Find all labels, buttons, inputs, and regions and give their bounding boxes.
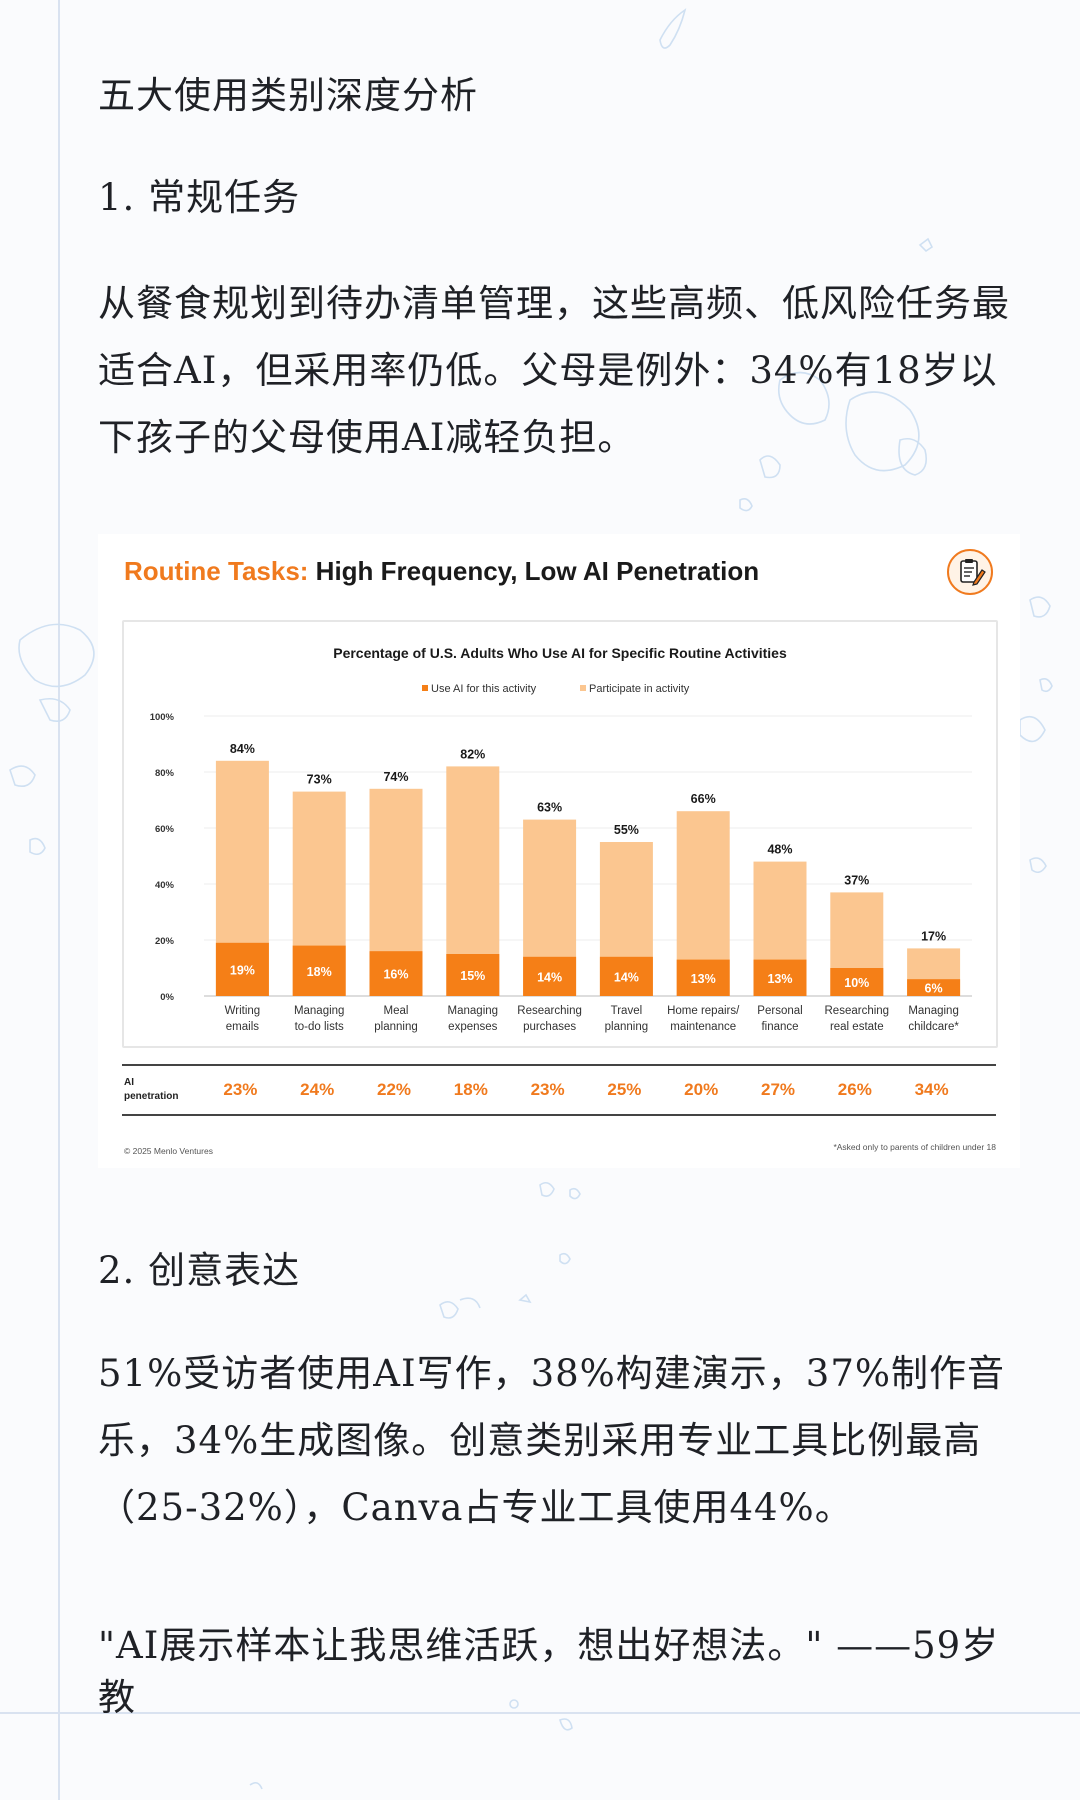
category-label: real estate [830,1021,884,1033]
category-label: Travel [611,1005,643,1017]
chart-frame: Percentage of U.S. Adults Who Use AI for… [122,620,998,1048]
data-label-participate: 82% [460,747,485,761]
data-label-use-ai: 13% [767,972,792,986]
data-label-participate: 66% [691,792,716,806]
category-label: maintenance [670,1021,736,1033]
section-title-routine-tasks: 1. 常规任务 [98,176,301,219]
category-label: planning [374,1021,417,1033]
legend-label-participate: Participate in activity [589,683,690,695]
penetration-row-label: AI penetration [124,1076,178,1104]
data-label-use-ai: 13% [691,972,716,986]
data-label-participate: 55% [614,823,639,837]
article-heading: 五大使用类别深度分析 [98,74,478,117]
category-label: planning [605,1021,648,1033]
ai-penetration-value: 27% [760,1080,796,1099]
ai-penetration-value: 24% [300,1080,335,1099]
bar-use-ai [369,951,423,996]
data-label-participate: 84% [230,742,255,756]
category-label: emails [226,1021,259,1033]
section-body-routine-tasks: 从餐食规划到待办清单管理，这些高频、低风险任务最 适合AI，但采用率仍低。父母是… [98,270,1018,471]
data-label-use-ai: 14% [614,970,639,984]
section-body-creative-expression: 51%受访者使用AI写作，38%构建演示，37%制作音 乐，34%生成图像。创意… [98,1340,1018,1541]
notebook-margin-line [58,0,60,1800]
body-line: 乐，34%生成图像。创意类别采用专业工具比例最高 [98,1419,982,1462]
legend-swatch-use-ai [422,685,428,691]
category-label: finance [761,1021,798,1033]
ai-penetration-value: 25% [607,1080,642,1099]
data-label-participate: 63% [537,801,562,815]
y-tick-label: 20% [155,936,175,947]
category-label: childcare* [908,1021,959,1033]
category-label: Personal [757,1005,802,1017]
data-label-participate: 17% [921,929,946,943]
ai-penetration-value: 18% [453,1080,488,1099]
category-label: Managing [294,1005,345,1017]
data-label-use-ai: 15% [460,969,485,983]
category-label: Meal [384,1005,409,1017]
bar-use-ai [599,956,653,996]
data-label-use-ai: 14% [537,970,562,984]
notebook-rule-line [0,1712,1080,1714]
body-line: 从餐食规划到待办清单管理，这些高频、低风险任务最 [98,282,1010,325]
ai-penetration-value: 23% [223,1080,258,1099]
data-label-participate: 48% [767,843,792,857]
bar-use-ai [215,942,269,996]
ai-penetration-value: 23% [530,1080,565,1099]
card-title-rest: High Frequency, Low AI Penetration [308,556,760,586]
bar-use-ai [523,956,577,996]
category-label: Writing [225,1005,261,1017]
body-line: 适合AI，但采用率仍低。父母是例外：34%有18岁以 [98,349,998,392]
copyright-footer: © 2025 Menlo Ventures [124,1146,213,1156]
penetration-label-line: penetration [124,1091,179,1102]
data-label-use-ai: 16% [383,968,408,982]
y-tick-label: 40% [155,880,175,891]
category-label: Researching [517,1005,582,1017]
routine-tasks-chart-card: Routine Tasks: High Frequency, Low AI Pe… [98,534,1020,1168]
bar-chart: Percentage of U.S. Adults Who Use AI for… [150,645,972,1033]
category-label: Managing [908,1005,959,1017]
legend-label-use-ai: Use AI for this activity [431,683,537,695]
category-label: Home repairs/ [667,1005,740,1017]
bar-use-ai [830,968,884,996]
category-label: Researching [825,1005,890,1017]
data-label-use-ai: 18% [307,965,332,979]
body-line: 51%受访者使用AI写作，38%构建演示，37%制作音 [98,1352,1006,1395]
category-label: Managing [448,1005,499,1017]
bar-use-ai [753,959,807,996]
legend-swatch-participate [580,685,586,691]
section-title-creative-expression: 2. 创意表达 [98,1249,301,1292]
ai-penetration-value: 34% [914,1080,949,1099]
data-label-participate: 73% [307,773,332,787]
y-tick-label: 0% [160,992,174,1003]
penetration-bottom-rule [122,1114,996,1116]
data-label-participate: 37% [844,873,869,887]
bar-use-ai [907,979,961,996]
footnote: *Asked only to parents of children under… [833,1142,996,1152]
category-label: to-do lists [295,1021,344,1033]
ai-penetration-value: 20% [684,1080,719,1099]
y-tick-label: 100% [150,712,175,723]
penetration-label-line: AI [124,1077,134,1088]
quote-line: "AI展示样本让我思维活跃，想出好想法。" ——59岁教 [98,1624,1000,1719]
data-label-use-ai: 6% [925,982,943,996]
card-title-accent: Routine Tasks: [124,556,309,586]
data-label-use-ai: 10% [844,976,869,990]
bar-use-ai [292,945,346,996]
ai-penetration-value: 26% [837,1080,872,1099]
chart-title: Percentage of U.S. Adults Who Use AI for… [333,645,787,661]
card-title: Routine Tasks: High Frequency, Low AI Pe… [124,556,759,587]
ai-penetration-value: 22% [376,1080,412,1099]
category-label: purchases [523,1021,576,1033]
penetration-top-rule [122,1064,996,1066]
bar-use-ai [676,959,730,996]
body-line: 下孩子的父母使用AI减轻负担。 [98,416,636,459]
category-label: expenses [448,1021,497,1033]
body-line: （25-32%），Canva占专业工具使用44%。 [98,1486,853,1529]
data-label-use-ai: 19% [230,963,255,977]
y-tick-label: 60% [155,824,175,835]
clipboard-pencil-icon [947,549,993,595]
data-label-participate: 74% [383,770,408,784]
y-tick-label: 80% [155,768,175,779]
bar-use-ai [446,954,500,996]
